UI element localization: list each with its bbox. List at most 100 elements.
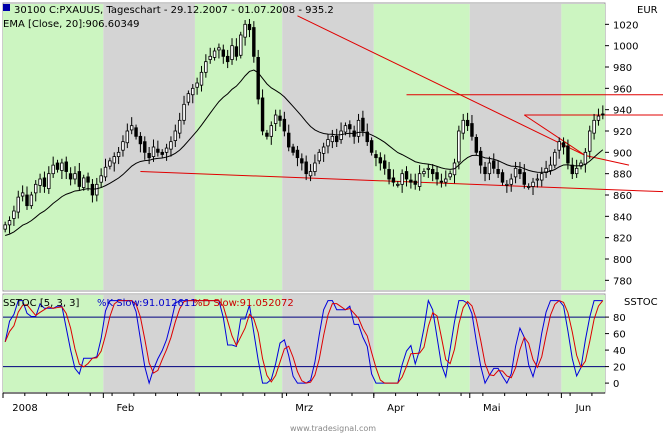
candle-body-28 [125,130,130,144]
candle-body-41 [182,103,186,121]
month-band-0 [3,4,104,290]
candle-body-26 [116,151,121,157]
x-tick-label-2008: 2008 [12,403,37,414]
candle-body-116 [509,178,513,185]
stoch-month-band-3 [282,295,374,392]
month-band-2 [194,4,283,290]
stoch-tick-label-40: 40 [613,346,626,357]
candle-body-108 [474,136,479,153]
price-tick-label-980: 980 [613,63,632,74]
stoch-tick-label-60: 60 [613,330,626,341]
candle-body-40 [177,119,182,134]
candle-body-61 [269,125,273,137]
candle-body-9 [42,177,47,187]
candle-body-86 [378,157,383,164]
candle-body-10 [47,173,51,190]
price-tick-label-940: 940 [613,106,632,117]
stoch-panel-label: SSTOC [624,297,658,308]
candle-body-43 [191,87,195,96]
candle-body-15 [68,173,73,180]
candle-body-127 [557,141,561,151]
candle-body-74 [326,139,330,147]
candle-body-29 [129,125,134,131]
candle-body-4 [20,192,25,197]
candle-body-133 [583,151,588,165]
candle-body-11 [51,164,55,175]
price-tick-label-780: 780 [613,276,632,287]
candle-body-81 [356,119,361,137]
candle-body-104 [457,130,461,163]
candle-body-1 [7,220,12,226]
price-tick-label-960: 960 [613,84,632,95]
candle-body-6 [29,194,34,207]
watermark: www.tradesignal.com [290,424,376,433]
candle-body-131 [574,167,579,175]
candle-body-98 [430,168,435,175]
price-tick-label-1000: 1000 [613,42,638,53]
candle-body-106 [465,119,470,127]
candle-body-13 [60,162,64,171]
candle-body-46 [204,61,208,73]
candle-body-31 [138,135,143,145]
candle-body-38 [169,141,173,150]
candle-body-126 [553,151,557,166]
candle-body-68 [300,158,304,164]
candle-body-112 [492,160,496,169]
candle-body-137 [601,113,605,116]
candle-body-16 [73,173,77,180]
stoch-k-label: %K Slow:91.012611 [97,298,197,309]
candle-body-107 [470,123,474,137]
month-band-4 [373,4,470,290]
candle-body-113 [496,168,500,175]
candle-body-117 [513,167,518,178]
candle-body-123 [540,173,544,181]
candle-body-110 [483,166,487,175]
candle-body-7 [34,183,38,194]
candle-body-125 [548,164,553,171]
candle-body-120 [526,186,531,188]
candle-body-115 [505,183,509,186]
candle-body-52 [230,45,234,60]
x-tick-label-Feb: Feb [116,403,134,414]
candle-body-56 [247,23,252,31]
candle-body-130 [570,164,574,175]
candle-body-135 [592,119,596,134]
candle-body-45 [199,71,204,86]
candle-body-66 [291,146,295,153]
stoch-k-line [4,298,603,385]
price-tick-label-800: 800 [613,255,632,266]
candle-body-97 [426,167,431,170]
stoch-label: SSTOC [5, 3, 3] [3,298,80,309]
x-tick-label-Jun: Jun [575,403,592,414]
candle-body-82 [361,117,365,132]
candle-body-119 [522,172,527,185]
currency-label: EUR [637,5,658,16]
candle-body-87 [382,160,387,169]
stoch-d-line [4,300,604,384]
candle-body-95 [417,173,422,187]
series-marker-icon [3,4,10,11]
price-tick-label-840: 840 [613,212,632,223]
x-tick-label-Apr: Apr [387,403,405,414]
candle-body-19 [86,176,90,183]
candle-body-36 [160,151,164,155]
candle-body-114 [500,172,505,183]
chart-title: 30100 C:PXAUUS, Tageschart - 29.12.2007 … [14,5,334,16]
candle-body-37 [164,147,169,153]
candle-body-51 [225,55,230,63]
stoch-d-label: %D Slow:91.052072 [193,298,294,309]
stoch-month-band-0 [3,295,104,392]
candle-body-88 [387,168,391,180]
candle-body-34 [151,146,156,157]
stoch-tick-label-0: 0 [613,379,619,390]
candle-body-84 [369,140,374,153]
candle-body-2 [12,210,16,219]
candle-body-21 [95,183,99,196]
candle-body-65 [287,132,291,148]
candle-body-89 [391,177,396,183]
candle-body-90 [396,183,400,186]
candle-body-118 [518,168,522,175]
candle-body-54 [239,34,243,56]
price-tick-label-1020: 1020 [613,20,638,31]
